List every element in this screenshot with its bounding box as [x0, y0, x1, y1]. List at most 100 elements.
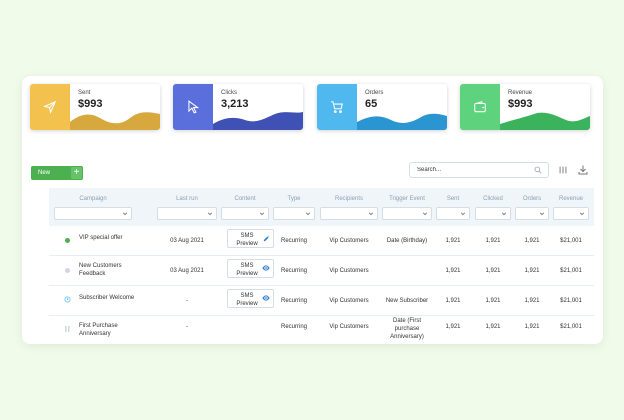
- search-input[interactable]: [417, 167, 527, 173]
- chevron-down-icon: [422, 212, 428, 216]
- campaign-name[interactable]: New Customers Feedback: [79, 262, 122, 278]
- search-icon[interactable]: [534, 166, 542, 174]
- stat-card-revenue[interactable]: Revenue $993: [460, 84, 590, 130]
- preview-label: SMS Preview: [236, 263, 258, 277]
- orders-count: 1,921: [524, 238, 540, 244]
- stat-value: 65: [365, 98, 378, 110]
- stat-card-clicks[interactable]: Clicks 3,213: [173, 84, 303, 130]
- cart-icon: [331, 101, 343, 114]
- revenue-amount: $21,001: [560, 298, 582, 304]
- type: Recurring: [280, 324, 307, 330]
- sent-count: 1,921: [445, 238, 461, 244]
- sparkline-wave: [70, 112, 160, 130]
- table-row[interactable]: New Customers Feedback 03 Aug 2021 SMS P…: [49, 256, 594, 286]
- trigger-event: New Subscriber: [385, 298, 429, 304]
- table-row[interactable]: Subscriber Welcome - SMS Preview Recurri…: [49, 286, 594, 316]
- chevron-down-icon: [368, 212, 374, 216]
- column-header-last-run[interactable]: Last run: [176, 196, 198, 202]
- columns-icon: [559, 166, 567, 174]
- stat-cards: Sent $993 Clicks 3,213 Orders 65 Revenue: [30, 84, 595, 130]
- table-header: Campaign Last run Content Type Recipient…: [49, 188, 594, 226]
- sms-preview-button[interactable]: SMS Preview: [227, 289, 274, 308]
- campaign-filter-select[interactable]: [54, 207, 132, 220]
- columns-toggle-button[interactable]: [556, 163, 570, 177]
- sent-count: 1,921: [445, 268, 461, 274]
- column-header-sent[interactable]: Sent: [446, 196, 460, 202]
- sms-preview-button[interactable]: SMS Preview: [227, 229, 274, 248]
- recipients: Vip Customers: [329, 324, 369, 330]
- chevron-down-icon: [579, 212, 585, 216]
- download-icon: [578, 165, 588, 175]
- wallet-icon: [474, 101, 486, 113]
- orders-count: 1,921: [524, 268, 540, 274]
- clicked-filter-select[interactable]: [475, 207, 511, 220]
- revenue-amount: $21,001: [560, 268, 582, 274]
- revenue-filter-select[interactable]: [553, 207, 589, 220]
- recipients-filter-select[interactable]: [320, 207, 378, 220]
- last-run-filter-select[interactable]: [157, 207, 217, 220]
- table-row[interactable]: VIP special offer 03 Aug 2021 SMS Previe…: [49, 226, 594, 256]
- campaign-name[interactable]: First Purchase Anniversary: [79, 322, 118, 338]
- stat-label: Revenue: [508, 90, 533, 96]
- sent-filter-select[interactable]: [436, 207, 470, 220]
- pencil-icon[interactable]: [263, 235, 270, 242]
- campaign-name-line: Feedback: [79, 271, 106, 277]
- new-campaign-button[interactable]: New +: [31, 166, 83, 180]
- orders-filter-select[interactable]: [515, 207, 549, 220]
- last-run: 03 Aug 2021: [170, 238, 204, 244]
- type-filter-select[interactable]: [273, 207, 315, 220]
- stat-card-sent[interactable]: Sent $993: [30, 84, 160, 130]
- stat-label: Orders: [365, 90, 384, 96]
- last-run: 03 Aug 2021: [170, 268, 204, 274]
- campaign-name[interactable]: Subscriber Welcome: [79, 295, 135, 301]
- orders-count: 1,921: [524, 298, 540, 304]
- last-run: -: [186, 324, 188, 330]
- content-filter-select[interactable]: [221, 207, 269, 220]
- trigger-event-line: Date (First: [392, 318, 421, 324]
- type: Recurring: [280, 238, 307, 244]
- campaign-name[interactable]: VIP special offer: [79, 235, 123, 241]
- column-header-type[interactable]: Type: [287, 196, 301, 202]
- eye-icon[interactable]: [262, 295, 270, 301]
- plus-icon: +: [71, 167, 82, 179]
- sparkline-wave: [357, 113, 447, 130]
- column-header-trigger-event[interactable]: Trigger Event: [389, 196, 425, 202]
- stat-label: Clicks: [221, 90, 237, 96]
- chevron-down-icon: [501, 212, 507, 216]
- recipients: Vip Customers: [329, 298, 369, 304]
- chevron-down-icon: [207, 212, 213, 216]
- trigger-filter-select[interactable]: [382, 207, 432, 220]
- status-dot-inactive: [65, 268, 70, 273]
- pause-icon: [65, 326, 70, 332]
- recipients: Vip Customers: [329, 238, 369, 244]
- table-row[interactable]: First Purchase Anniversary - Recurring V…: [49, 316, 594, 344]
- chevron-down-icon: [259, 212, 265, 216]
- clicked-count: 1,921: [485, 238, 501, 244]
- last-run: -: [186, 298, 188, 304]
- column-header-orders[interactable]: Orders: [522, 196, 542, 202]
- column-header-clicked[interactable]: Clicked: [483, 196, 503, 202]
- trigger-event-line: Anniversary): [390, 334, 424, 340]
- search-box[interactable]: [409, 162, 549, 178]
- column-header-recipients[interactable]: Recipients: [334, 196, 363, 202]
- trigger-event-line: purchase: [394, 326, 420, 332]
- column-header-campaign[interactable]: Campaign: [79, 196, 107, 202]
- stat-icon-box: [317, 84, 357, 130]
- eye-icon[interactable]: [262, 265, 270, 271]
- stat-card-orders[interactable]: Orders 65: [317, 84, 447, 130]
- type: Recurring: [280, 268, 307, 274]
- download-button[interactable]: [576, 163, 590, 177]
- campaign-name-line: Anniversary: [79, 331, 111, 337]
- campaign-name-line: First Purchase: [79, 323, 118, 329]
- clock-icon: [64, 296, 71, 303]
- stat-icon-box: [460, 84, 500, 130]
- stat-value: 3,213: [221, 98, 249, 110]
- column-header-content[interactable]: Content: [234, 196, 256, 202]
- paper-plane-icon: [43, 100, 57, 114]
- trigger-event: Date (Birthday): [386, 238, 428, 244]
- stat-value: $993: [508, 98, 533, 110]
- status-dot-active: [65, 238, 70, 243]
- revenue-amount: $21,001: [560, 324, 582, 330]
- column-header-revenue[interactable]: Revenue: [558, 196, 584, 202]
- sms-preview-button[interactable]: SMS Preview: [227, 259, 274, 278]
